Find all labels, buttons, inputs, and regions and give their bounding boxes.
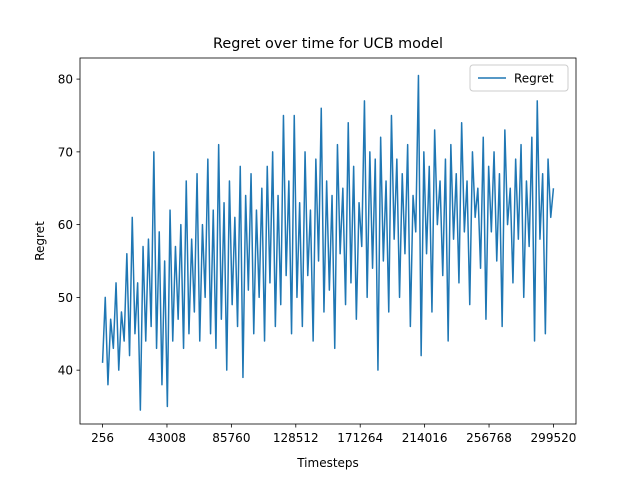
axes-frame [79, 57, 577, 425]
y-tick-label: 70 [58, 145, 73, 159]
y-tick-label: 40 [58, 364, 73, 378]
legend-box [469, 64, 569, 92]
x-tick-label: 128512 [273, 431, 319, 445]
y-tick-label: 60 [58, 218, 73, 232]
y-axis-label: Regret [33, 221, 47, 261]
x-tick-label: 299520 [531, 431, 577, 445]
x-tick-label: 256 [91, 431, 114, 445]
x-tick-label: 43008 [148, 431, 186, 445]
chart-title: Regret over time for UCB model [213, 36, 443, 52]
x-tick-label: 256768 [466, 431, 512, 445]
data-line [101, 74, 555, 411]
y-tick-label: 50 [58, 291, 73, 305]
y-tick-label: 80 [58, 73, 73, 87]
x-tick-label: 214016 [402, 431, 448, 445]
x-tick-label: 171264 [337, 431, 383, 445]
legend: Regret [469, 64, 569, 92]
x-axis-label: Timesteps [296, 456, 359, 470]
legend-label: Regret [514, 72, 554, 86]
x-tick-label: 85760 [212, 431, 250, 445]
